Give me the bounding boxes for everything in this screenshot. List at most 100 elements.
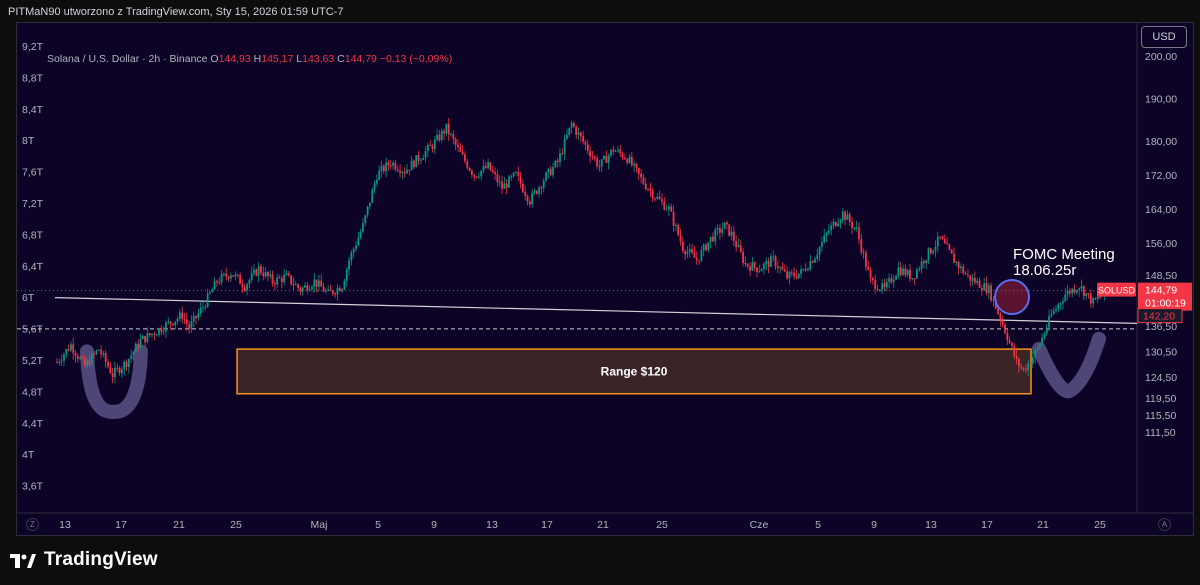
candle-body [471, 170, 473, 175]
candle-body [280, 278, 283, 283]
candle-body [510, 176, 513, 178]
auto-scale-corner[interactable]: A [1158, 518, 1171, 531]
candle-body [526, 195, 529, 202]
x-tick-label: 5 [815, 519, 821, 531]
candle-body [1006, 332, 1009, 341]
candle-body [334, 293, 337, 295]
range-box[interactable] [236, 348, 1032, 395]
candle-body [698, 260, 700, 262]
candle-body [654, 198, 656, 200]
candle-body [102, 353, 105, 355]
candle-body [853, 227, 856, 229]
y-right-tick-label: 172,00 [1145, 170, 1177, 182]
candle-body [114, 367, 116, 378]
candle-body [185, 319, 188, 325]
candle-body [487, 162, 490, 168]
candle-body [517, 171, 520, 176]
candle-body [1073, 288, 1076, 293]
open-label: O [210, 53, 219, 65]
high-value: 145,17 [261, 53, 294, 65]
candle-body [477, 176, 480, 178]
symbol-tag-bg [1097, 282, 1136, 297]
candle-body [535, 190, 538, 194]
candle-body [621, 153, 624, 158]
candle-body [985, 283, 988, 294]
chart-frame[interactable]: 200,00 190,00 180,00 172,00 164,00 156,00 148,… [16, 22, 1194, 536]
candle-body [76, 355, 79, 359]
candle-body [786, 271, 789, 279]
y-left-tick-label: 6,4T [22, 261, 44, 273]
candle-body [888, 278, 891, 282]
candle-body [320, 280, 323, 287]
candle-body [1066, 290, 1069, 295]
candle-body [742, 251, 744, 263]
candle-body [345, 269, 348, 281]
candle-body [521, 183, 524, 192]
y-left-tick-label: 5,2T [22, 355, 44, 367]
candle-body [559, 153, 561, 163]
candle-body [269, 274, 272, 277]
candle-body [570, 123, 573, 128]
candle-body [633, 163, 636, 166]
candle-body [382, 165, 385, 172]
candle-body [978, 280, 981, 289]
trend-line[interactable] [54, 297, 1138, 324]
candle-body [941, 236, 944, 240]
candle-body [992, 299, 995, 301]
candle-body [171, 323, 174, 326]
y-left-tick-label: 7,6T [22, 167, 44, 179]
candle-body [837, 223, 840, 227]
candle-body [227, 276, 230, 279]
candle-body [885, 281, 888, 288]
candle-body [797, 273, 800, 278]
candle-body [385, 162, 388, 172]
candle-body [188, 324, 191, 329]
candle-body [922, 261, 925, 264]
candle-body [793, 272, 795, 277]
candle-body [88, 360, 91, 365]
candle-body [292, 283, 295, 285]
candle-body [795, 276, 798, 278]
candle-body [851, 221, 853, 228]
candle-body [90, 353, 93, 365]
candle-body [630, 156, 633, 166]
change-value: −0,13 (−0,09%) [379, 53, 453, 65]
candle-body [825, 232, 828, 236]
candle-body [584, 141, 587, 145]
candle-body [445, 123, 448, 134]
candle-body [730, 231, 733, 236]
candle-body [433, 139, 436, 150]
candle-body [70, 344, 72, 351]
candle-body [862, 252, 865, 254]
candle-body [962, 266, 965, 274]
candle-body [209, 292, 211, 294]
candle-body [728, 224, 731, 236]
candle-body [767, 261, 770, 267]
candle-body [459, 146, 462, 152]
candle-body [960, 266, 962, 269]
symbol-tag: SOLUSD [1098, 286, 1136, 296]
y-left-tick-label: 6T [22, 292, 35, 304]
price-chart[interactable]: 200,00 190,00 180,00 172,00 164,00 156,00 148,… [17, 23, 1193, 535]
candle-body [121, 369, 123, 374]
fomc-circle[interactable] [994, 279, 1030, 315]
zoom-corner-left[interactable]: Z [26, 518, 39, 531]
last-price-tag-bg [1138, 282, 1192, 311]
candle-body [461, 151, 464, 155]
candle-body [232, 275, 235, 277]
candle-body [695, 257, 698, 261]
y-left-tick-label: 5,6T [22, 324, 44, 336]
candle-body [413, 160, 415, 168]
candle-body [387, 162, 390, 166]
y-right-tick-label: 200,00 [1145, 51, 1177, 63]
candle-body [1080, 286, 1083, 289]
candle-body [716, 228, 719, 230]
candle-body [987, 285, 990, 294]
candle-body [1045, 327, 1048, 334]
candle-body [276, 277, 279, 285]
currency-button[interactable]: USD [1141, 26, 1187, 48]
candle-body [809, 261, 812, 270]
candle-body [744, 262, 747, 264]
candle-body [146, 333, 149, 343]
y-right-tick-label: 124,50 [1145, 372, 1177, 384]
